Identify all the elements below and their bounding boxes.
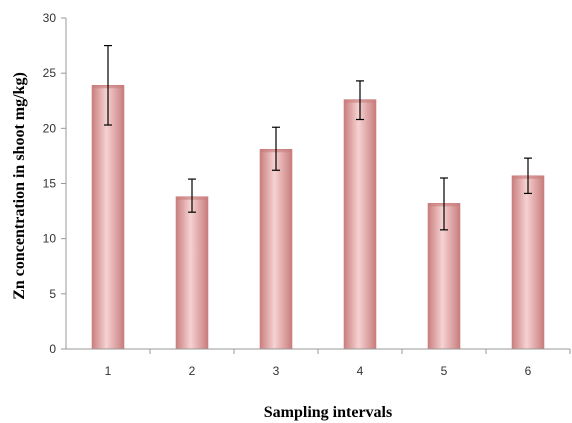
- bars: [91, 85, 545, 350]
- bar-2: [175, 196, 209, 350]
- y-tick-label: 20: [43, 121, 57, 135]
- y-tick-label: 30: [43, 11, 57, 25]
- error-bars: [104, 44, 532, 231]
- x-tick-label-2: 2: [189, 364, 196, 378]
- y-tick-label: 5: [49, 287, 56, 301]
- y-tick-label: 0: [49, 342, 56, 356]
- y-tick-label: 15: [43, 177, 57, 191]
- x-tick-label-3: 3: [273, 364, 280, 378]
- x-tick-label-5: 5: [441, 364, 448, 378]
- x-axis-title: Sampling intervals: [264, 404, 392, 421]
- x-tick-label-6: 6: [525, 364, 532, 378]
- y-tick-label: 25: [43, 66, 57, 80]
- bar-6: [511, 175, 545, 350]
- y-axis-title: Zn concentration in shoot mg/kg): [11, 72, 28, 300]
- y-axis-ticks: 0 5 10 15 20 25 30: [43, 11, 66, 356]
- x-tick-label-1: 1: [105, 364, 112, 378]
- bar-3: [259, 148, 293, 350]
- x-axis-ticks: 1 2 3 4 5 6: [105, 349, 571, 378]
- bar-4: [343, 99, 377, 350]
- y-tick-label: 10: [43, 232, 57, 246]
- x-tick-label-4: 4: [357, 364, 364, 378]
